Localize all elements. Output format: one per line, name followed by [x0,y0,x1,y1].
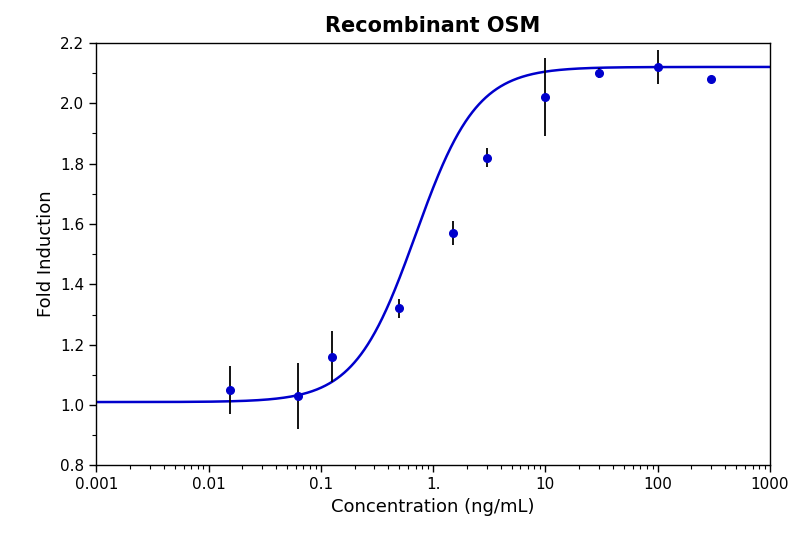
Title: Recombinant OSM: Recombinant OSM [326,16,541,36]
X-axis label: Concentration (ng/mL): Concentration (ng/mL) [331,498,535,516]
Y-axis label: Fold Induction: Fold Induction [37,191,55,317]
